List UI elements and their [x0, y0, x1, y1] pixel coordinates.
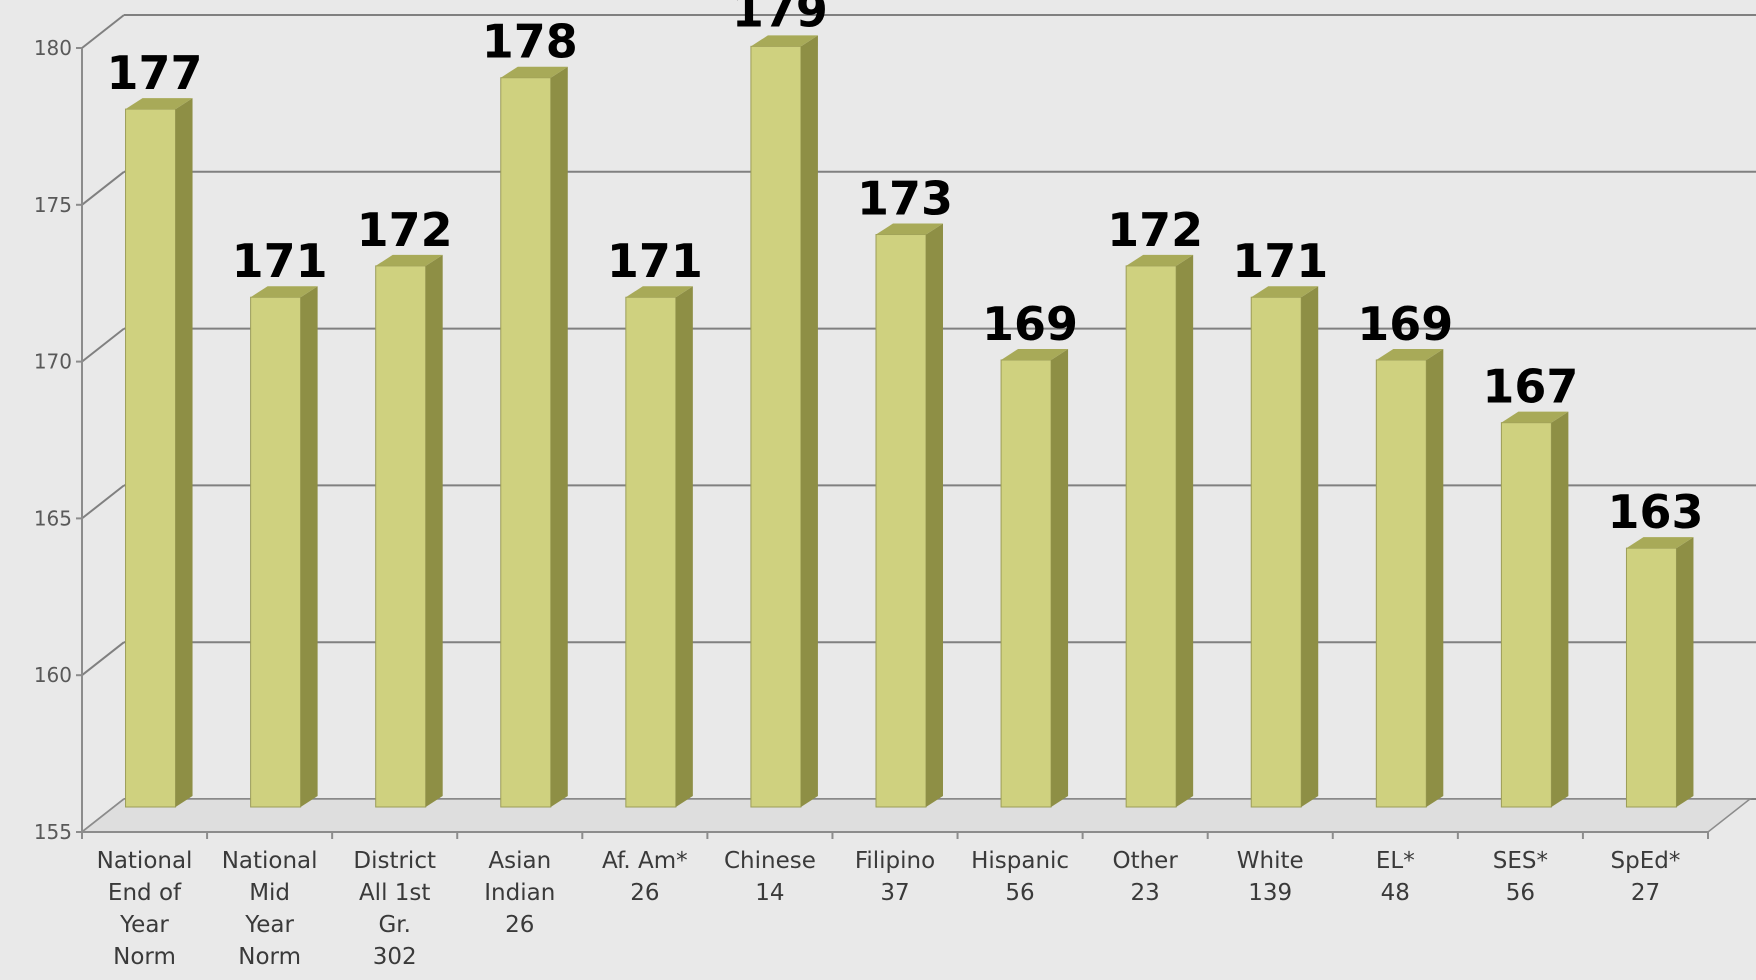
bar-top [750, 35, 818, 47]
x-category-label: SpEd* [1611, 848, 1681, 874]
bar [1625, 547, 1677, 808]
x-category-label: 302 [373, 944, 417, 970]
y-tick-label: 170 [34, 350, 72, 374]
x-category-label: EL* [1376, 848, 1415, 874]
y-tick-label: 155 [34, 820, 72, 844]
bar [500, 77, 552, 808]
y-tick-label: 165 [34, 506, 72, 530]
data-label: 171 [1232, 234, 1328, 288]
bar-side [1301, 286, 1319, 807]
x-category-label: 37 [880, 880, 909, 906]
x-category-label: Other [1112, 848, 1178, 874]
bar [750, 45, 802, 808]
data-label: 167 [1482, 360, 1578, 414]
bar-side [1551, 411, 1569, 807]
bar-top [1126, 254, 1194, 266]
bar-top [1001, 348, 1069, 360]
data-label: 169 [982, 297, 1078, 351]
x-category-label: SES* [1493, 848, 1548, 874]
y-tick-label: 180 [34, 36, 72, 60]
x-category-label: Hispanic [971, 848, 1069, 874]
y-tick-label: 175 [34, 193, 72, 217]
data-label: 171 [232, 234, 328, 288]
data-label: 177 [107, 46, 203, 100]
bar-side [175, 98, 193, 807]
bar-side [1051, 348, 1069, 807]
bar-top [1501, 411, 1569, 423]
bar-side [675, 286, 693, 807]
x-category-label: 14 [755, 880, 784, 906]
bar-top [1251, 286, 1319, 298]
gridline-depth [81, 14, 125, 49]
x-category-label: Af. Am* [602, 848, 688, 874]
x-category-label: Filipino [855, 848, 935, 874]
bar-side [800, 35, 818, 808]
x-category-label: Norm [113, 944, 176, 970]
x-category-label: 139 [1248, 880, 1292, 906]
x-category-label: Gr. [378, 912, 410, 938]
x-category-label: National [222, 848, 318, 874]
x-category-label: District [353, 848, 436, 874]
x-category-label: 56 [1506, 880, 1535, 906]
x-category-label: 26 [630, 880, 659, 906]
data-label: 163 [1607, 485, 1703, 539]
x-category-label: Chinese [724, 848, 816, 874]
bar-top [1626, 537, 1694, 549]
data-label: 178 [482, 15, 578, 69]
bar-top [500, 66, 568, 78]
bar [1000, 359, 1052, 808]
bar [1375, 359, 1427, 808]
x-category-label: All 1st [359, 880, 430, 906]
x-category-label: Year [119, 912, 169, 938]
bar-side [926, 223, 943, 807]
bar [875, 234, 927, 808]
x-category-label: Mid [249, 880, 290, 906]
bar-top [125, 98, 193, 110]
data-label: 172 [1107, 203, 1203, 257]
x-category-label: White [1237, 848, 1304, 874]
bar [1250, 296, 1302, 808]
bar-side [425, 254, 443, 807]
x-category-label: National [97, 848, 193, 874]
x-category-label: 23 [1131, 880, 1160, 906]
bar-side [1676, 537, 1694, 807]
gridline-depth [81, 641, 125, 676]
bar [125, 108, 177, 808]
bar-side [300, 286, 318, 807]
bar-side [1426, 348, 1444, 807]
data-label: 171 [607, 234, 703, 288]
x-category-label: Indian [484, 880, 555, 906]
bar-top [250, 286, 318, 298]
bar [1125, 265, 1177, 808]
bar [625, 296, 677, 808]
bar-top [625, 286, 693, 298]
x-category-label: Year [244, 912, 294, 938]
gridline-depth [81, 171, 125, 206]
x-category-label: End of [108, 880, 182, 906]
bar-top [375, 254, 443, 266]
data-label: 179 [732, 0, 828, 37]
x-category-label: 48 [1381, 880, 1410, 906]
bar-side [1176, 254, 1194, 807]
x-category-label: Asian [488, 848, 551, 874]
data-label: 173 [857, 172, 953, 226]
bar-top [876, 223, 943, 235]
gridline-depth [81, 327, 125, 363]
x-category-label: 27 [1631, 880, 1660, 906]
bar [250, 296, 302, 808]
x-category-label: 26 [505, 912, 534, 938]
bar-top [1376, 348, 1444, 360]
gridline-depth [81, 484, 125, 520]
x-category-label: 56 [1005, 880, 1034, 906]
x-category-label: Norm [238, 944, 301, 970]
bar-side [550, 66, 568, 808]
y-tick-label: 160 [34, 663, 72, 687]
data-label: 172 [357, 203, 453, 257]
bar [375, 265, 427, 808]
data-label: 169 [1357, 297, 1453, 351]
bar [1500, 422, 1552, 808]
